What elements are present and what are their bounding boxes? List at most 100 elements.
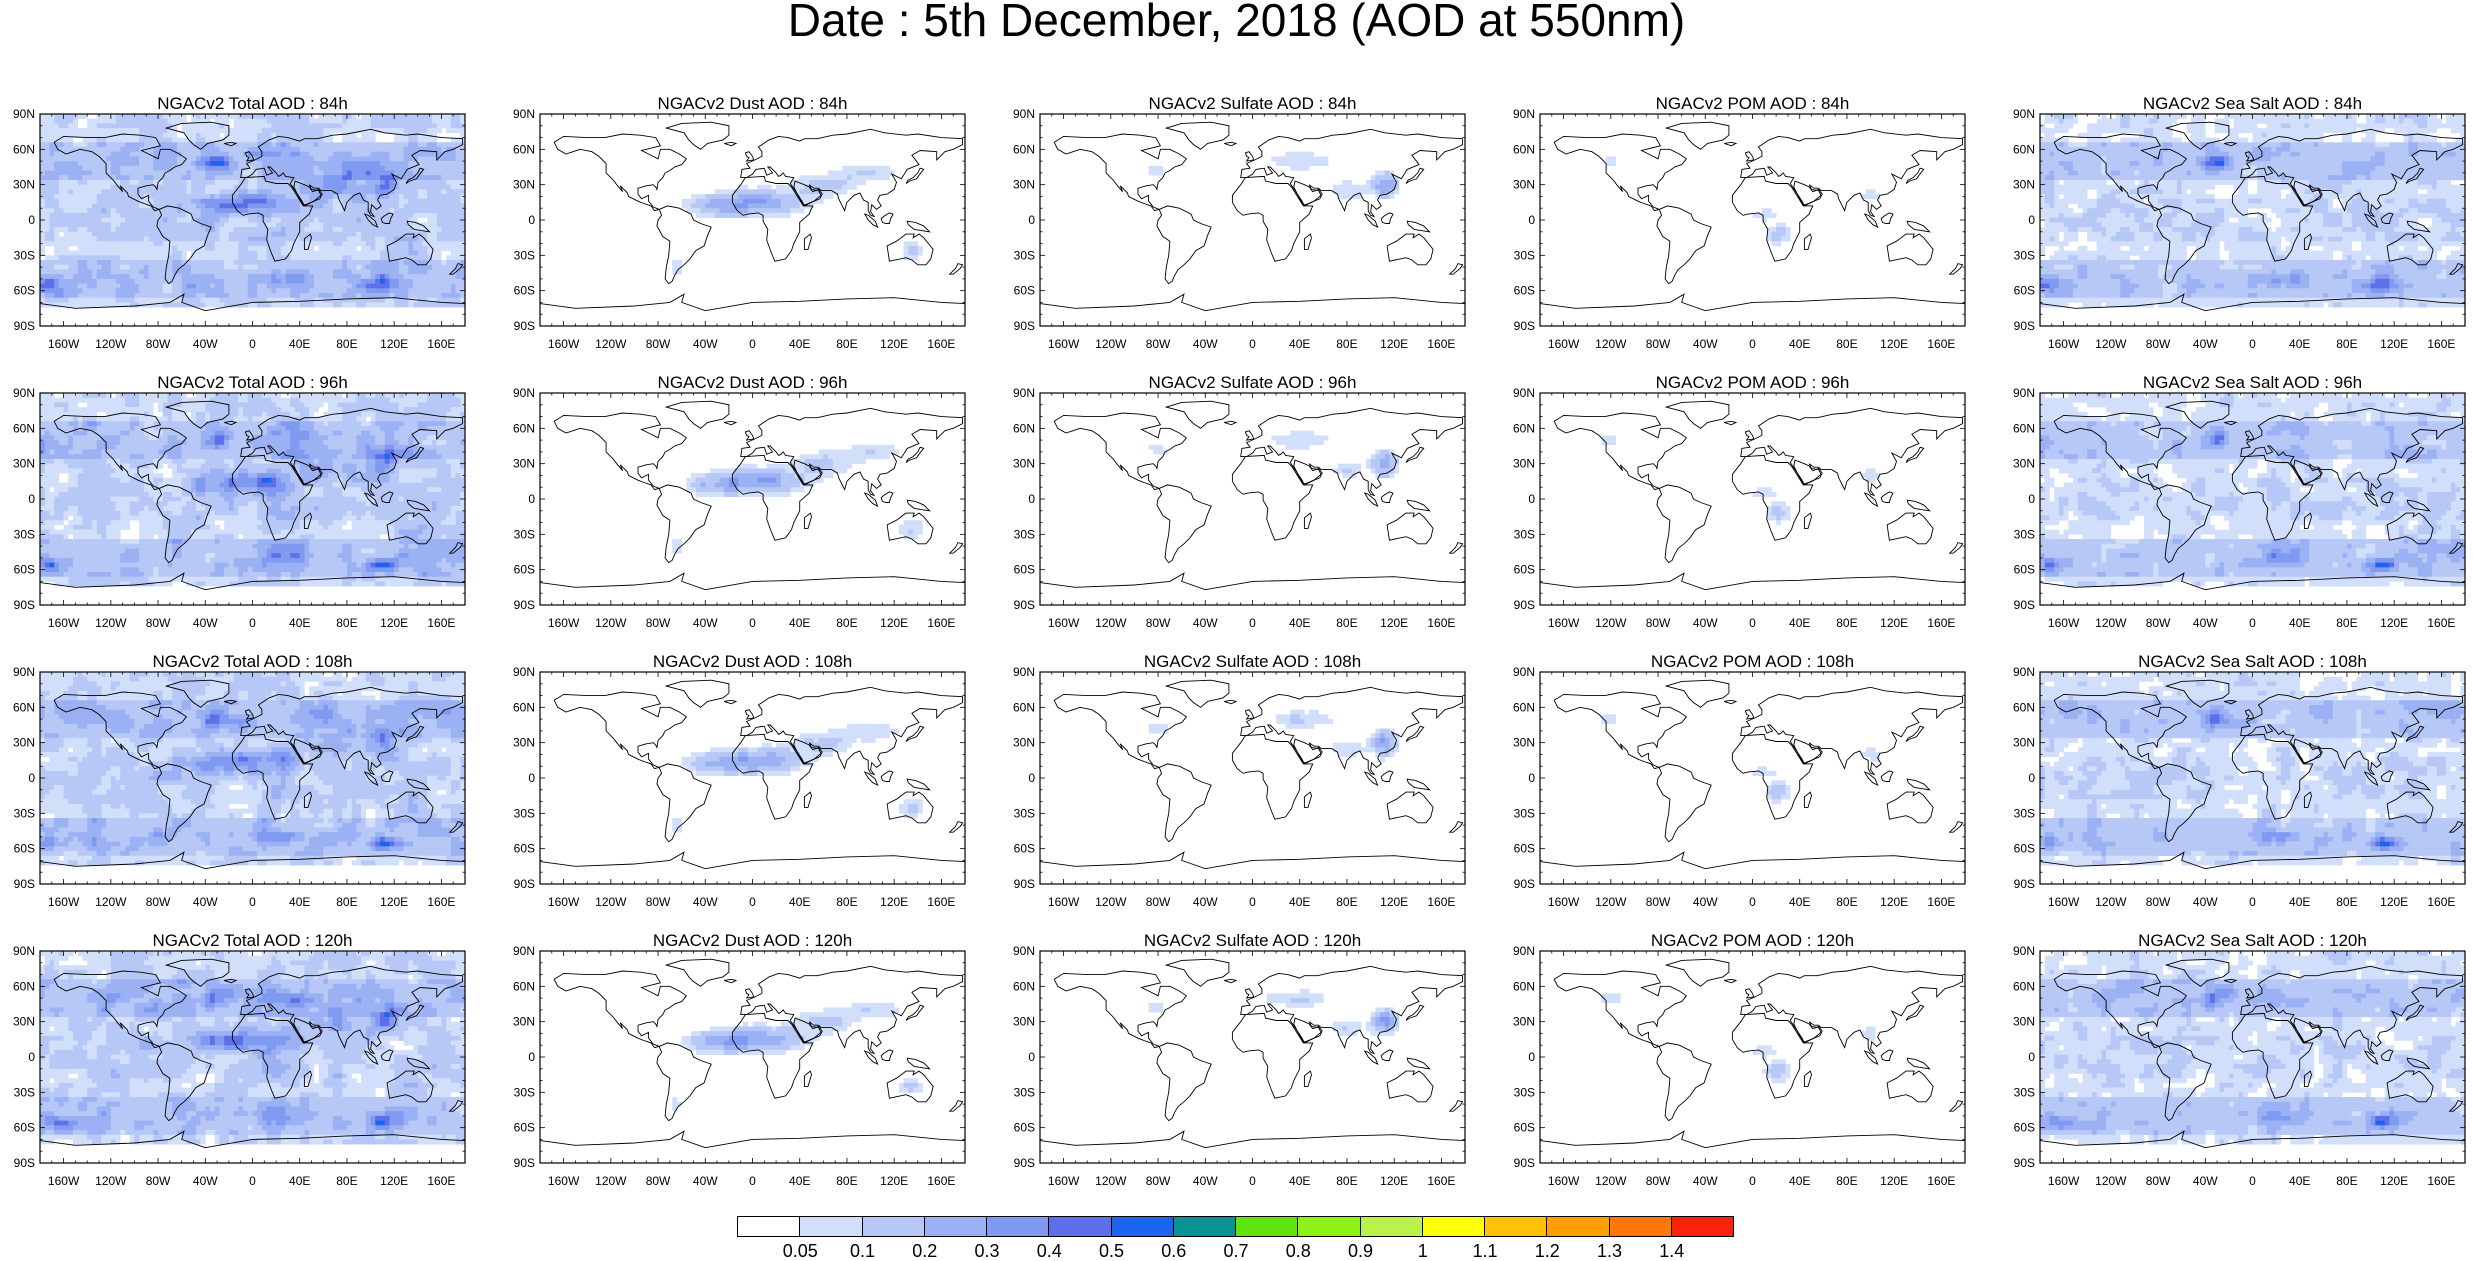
coastlines — [540, 401, 965, 605]
lon-tick-label: 80W — [2146, 1174, 2171, 1188]
colorbar-swatch — [1609, 1216, 1672, 1237]
lon-tick-label: 80E — [336, 1174, 357, 1188]
lon-tick-label: 80W — [1146, 337, 1171, 351]
aod-field — [2040, 672, 2465, 865]
lon-tick-label: 120E — [1380, 1174, 1408, 1188]
colorbar-swatch — [1048, 1216, 1111, 1237]
lat-tick-label: 0 — [2028, 1050, 2035, 1064]
lat-tick-label: 90S — [2014, 877, 2035, 891]
lon-tick-label: 80E — [336, 895, 357, 909]
lon-tick-label: 40E — [2289, 616, 2310, 630]
lat-tick-label: 60S — [1514, 842, 1535, 856]
lon-tick-label: 80W — [146, 337, 171, 351]
lat-tick-label: 90S — [1014, 1156, 1035, 1170]
lat-tick-label: 60S — [514, 842, 535, 856]
lon-tick-label: 0 — [249, 895, 256, 909]
lon-tick-label: 120E — [2380, 895, 2408, 909]
colorbar-label: 1.4 — [1659, 1242, 1684, 1260]
lon-tick-label: 120W — [1095, 616, 1127, 630]
lat-tick-label: 60S — [514, 1121, 535, 1135]
colorbar-swatch — [1546, 1216, 1609, 1237]
lat-tick-label: 90S — [1014, 598, 1035, 612]
lat-tick-label: 0 — [2028, 492, 2035, 506]
colorbar-label: 0.2 — [912, 1242, 937, 1260]
aod-field — [1606, 156, 1880, 246]
map-frame — [540, 672, 965, 884]
lat-tick-label: 90N — [2013, 944, 2035, 958]
lat-tick-label: 90N — [2013, 665, 2035, 679]
lon-tick-label: 160E — [1427, 337, 1455, 351]
colorbar-label: 0.1 — [850, 1242, 875, 1260]
aod-field — [2040, 393, 2465, 586]
lat-tick-label: 90S — [1014, 319, 1035, 333]
lon-tick-label: 40W — [2193, 337, 2218, 351]
lat-tick-label: 60S — [2014, 842, 2035, 856]
lon-tick-label: 40E — [1289, 616, 1310, 630]
lon-tick-label: 40W — [693, 1174, 718, 1188]
lon-tick-label: 80W — [1646, 337, 1671, 351]
axis-ticks — [540, 672, 965, 884]
lat-tick-label: 60N — [13, 142, 35, 156]
lat-tick-label: 60N — [513, 979, 535, 993]
lon-tick-label: 40E — [789, 616, 810, 630]
axis-ticks — [540, 393, 965, 605]
aod-field — [40, 951, 465, 1144]
lon-tick-label: 0 — [2249, 1174, 2256, 1188]
lon-tick-label: 80E — [1836, 337, 1857, 351]
lat-tick-label: 30N — [2013, 1015, 2035, 1029]
lat-tick-label: 60N — [13, 700, 35, 714]
lat-tick-label: 30N — [2013, 178, 2035, 192]
lon-tick-label: 160E — [427, 337, 455, 351]
lat-tick-label: 0 — [2028, 213, 2035, 227]
lat-tick-label: 30N — [513, 1015, 535, 1029]
lon-tick-label: 160E — [2427, 895, 2455, 909]
lat-tick-label: 0 — [1028, 771, 1035, 785]
lon-tick-label: 80W — [2146, 616, 2171, 630]
lat-tick-label: 60N — [513, 700, 535, 714]
lon-tick-label: 120W — [2095, 616, 2127, 630]
colorbar-swatch — [1111, 1216, 1174, 1237]
lon-tick-label: 160W — [548, 616, 580, 630]
lat-tick-label: 0 — [28, 1050, 35, 1064]
lat-tick-label: 0 — [1028, 213, 1035, 227]
colorbar-swatch — [1360, 1216, 1423, 1237]
lat-tick-label: 90S — [14, 877, 35, 891]
lon-tick-label: 120W — [1595, 616, 1627, 630]
axis-ticks — [1040, 393, 1465, 605]
lon-tick-label: 40W — [1193, 337, 1218, 351]
axis-ticks — [1540, 672, 1965, 884]
lat-tick-label: 90S — [514, 877, 535, 891]
lon-tick-label: 120W — [1595, 337, 1627, 351]
lat-tick-label: 0 — [28, 492, 35, 506]
lat-tick-label: 60N — [2013, 421, 2035, 435]
lat-tick-label: 60N — [2013, 142, 2035, 156]
lon-tick-label: 0 — [2249, 895, 2256, 909]
lon-tick-label: 0 — [749, 616, 756, 630]
lon-tick-label: 120E — [880, 616, 908, 630]
aod-field — [1601, 714, 1880, 804]
lon-tick-label: 80E — [1836, 895, 1857, 909]
lat-tick-label: 30N — [13, 178, 35, 192]
lat-tick-label: 60N — [1513, 700, 1535, 714]
lon-tick-label: 160W — [1548, 1174, 1580, 1188]
lat-tick-label: 90N — [1513, 944, 1535, 958]
lon-tick-label: 160E — [927, 895, 955, 909]
lon-tick-label: 40E — [789, 895, 810, 909]
lat-tick-label: 90N — [513, 107, 535, 121]
lat-tick-label: 30N — [1513, 1015, 1535, 1029]
